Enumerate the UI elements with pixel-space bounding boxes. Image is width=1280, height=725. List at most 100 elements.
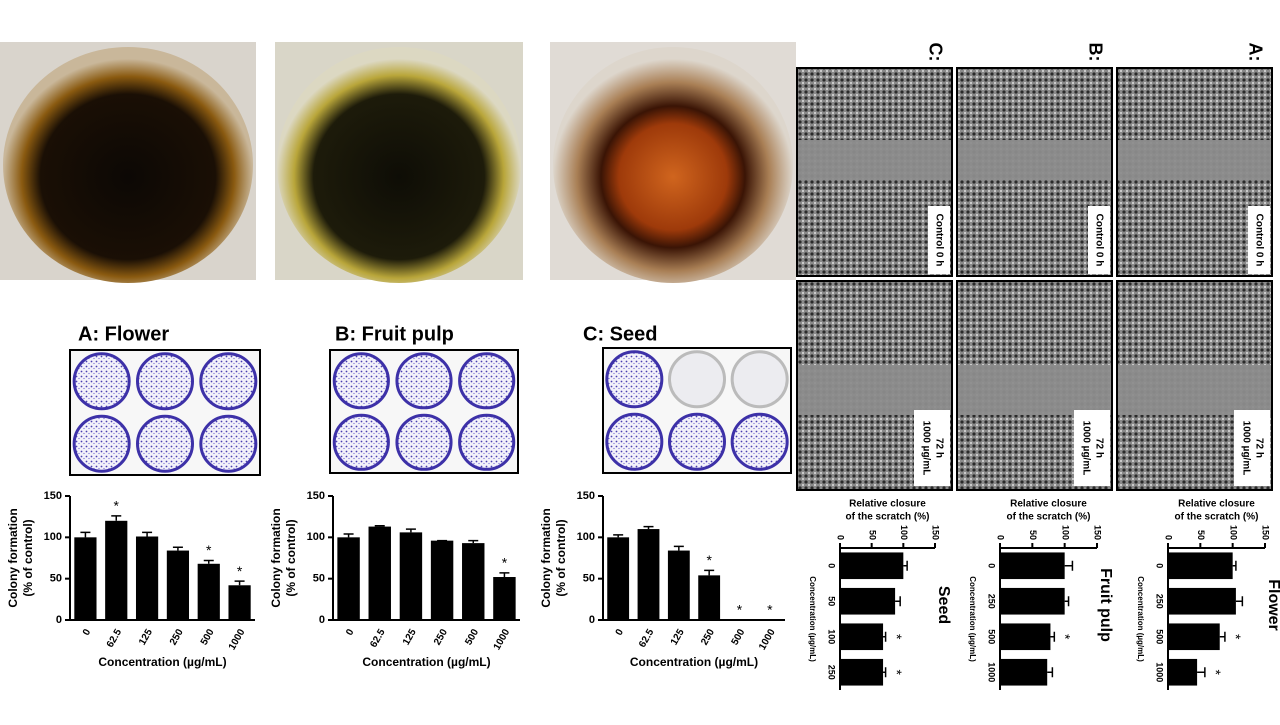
x-tick-label: 50 [1196,530,1206,540]
bar [1168,587,1236,615]
bar [1168,623,1220,651]
x-axis-label: of the scratch (%) [1007,512,1091,523]
y-axis-label: Concentration (µg/mL) [1136,576,1145,662]
x-tick-label: 0 [344,627,357,638]
x-tick-label: 250 [168,627,186,647]
well [605,350,664,409]
image-label: 72 h [1093,438,1104,458]
significance-mark: * [889,670,905,676]
bar [105,520,128,620]
jar [3,47,253,283]
significance-mark: * [502,555,508,571]
x-tick-label: 150 [1093,525,1103,540]
bar [840,658,884,686]
x-tick-label: 62.5 [637,627,656,650]
error-bar [343,533,354,538]
bar [135,536,159,620]
y-tick-label: 0 [827,563,837,568]
image-label: Control 0 h [933,214,944,267]
scratch-gap [958,365,1111,415]
error-bar [203,559,214,564]
label-box [1088,206,1110,274]
chart-title: Fruit pulp [1097,568,1114,642]
significance-mark: * [1058,634,1074,640]
error-bar [1232,560,1237,571]
y-tick-label: 1000 [987,662,997,682]
error-bar [172,546,183,551]
error-bar [234,580,245,586]
x-tick-label: 250 [432,627,450,647]
y-axis-label: (% of control) [554,519,568,596]
scratch-gap [1118,140,1271,180]
y-tick-label: 250 [1155,594,1165,609]
bar [1168,658,1198,686]
x-tick-label: 50 [867,530,877,540]
x-axis-label: of the scratch (%) [1175,512,1259,523]
y-tick-label: 0 [1155,563,1165,568]
x-tick-label: 150 [931,525,941,540]
well-plates [69,347,792,476]
panel-label: A: [1245,43,1265,62]
error-bar [903,560,908,571]
y-tick-label: 50 [827,596,837,606]
x-tick-label: 1000 [492,627,513,652]
y-axis-label: Colony formation [269,508,283,607]
y-tick-label: 150 [44,490,62,502]
y-tick-label: 0 [319,614,325,626]
y-axis-label: (% of control) [284,519,298,596]
y-tick-label: 0 [589,614,595,626]
well [199,414,258,473]
well [730,350,789,409]
bar [1000,658,1048,686]
bar [607,537,630,620]
y-tick-label: 50 [313,573,325,585]
x-tick-label: 500 [463,627,481,647]
well [395,413,453,471]
x-tick-label: 125 [669,627,687,647]
bar [840,623,884,651]
panel-label: B: [1085,43,1105,62]
x-tick-label: 1000 [757,627,778,652]
x-tick-label: 0 [1164,535,1174,540]
x-tick-label: 50 [1028,530,1038,540]
well [136,352,194,411]
bar [493,577,516,620]
y-tick-label: 250 [987,594,997,609]
x-tick-label: 125 [137,627,155,647]
well [730,412,789,471]
significance-mark: * [737,602,743,618]
well [605,412,664,471]
well [395,352,453,410]
well [199,352,258,411]
x-tick-label: 150 [1261,525,1271,540]
bar [166,550,190,620]
bar [399,532,423,620]
error-bar [1235,596,1244,607]
bar [337,537,360,620]
image-label: Control 0 h [1253,214,1264,267]
bar [667,550,690,620]
x-tick-label: 500 [730,627,748,647]
y-tick-label: 0 [987,563,997,568]
bar [430,540,454,620]
error-bar [643,525,654,530]
bar [462,543,485,620]
x-tick-label: 0 [836,535,846,540]
error-bar [1064,560,1074,571]
bar [368,526,391,620]
bar [1000,587,1065,615]
y-tick-label: 100 [307,531,325,543]
error-bar [111,515,122,521]
jar [277,47,521,283]
error-bar [1050,631,1056,642]
error-bar [142,531,153,537]
image-label: 1000 µg/mL [1080,421,1091,476]
image-label: 72 h [1253,438,1264,458]
error-bar [883,667,887,678]
y-tick-label: 50 [583,573,595,585]
bar [1000,623,1051,651]
jar [553,47,793,283]
x-axis-label: Relative closure [1178,499,1255,510]
